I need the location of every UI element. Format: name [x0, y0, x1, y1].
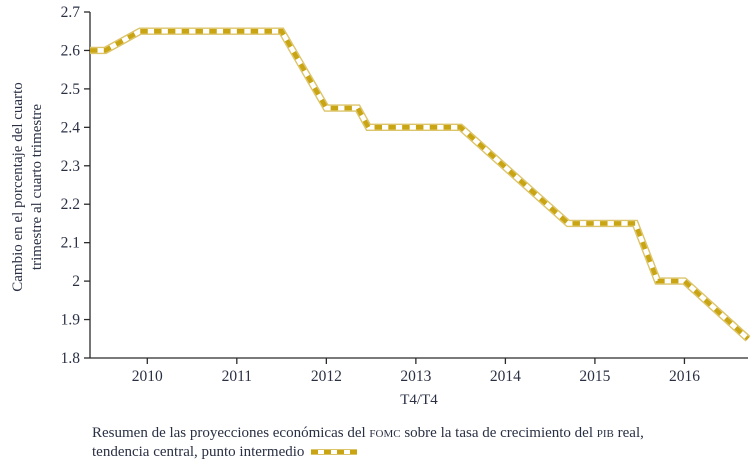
caption: Resumen de las proyecciones económicas d…: [92, 424, 747, 462]
y-tick-label: 2.1: [61, 235, 80, 252]
x-tick-label: 2014: [490, 368, 521, 385]
data-line-white-core: [90, 28, 750, 341]
y-axis-title: Cambio en el porcentaje del cuarto trime…: [9, 37, 47, 337]
x-tick-label: 2015: [579, 368, 610, 385]
y-tick-label: 2.2: [61, 196, 80, 213]
y-tick-label: 1.8: [61, 350, 81, 367]
legend-line-swatch: [311, 449, 358, 455]
x-tick-label: 2013: [400, 368, 431, 385]
x-tick-label: 2012: [311, 368, 342, 385]
data-line-gold-dashes: [90, 28, 750, 341]
caption-text-4: tendencia central, punto intermedio: [92, 444, 305, 460]
caption-text-3: real,: [613, 425, 644, 441]
caption-text-2: sobre la tasa de crecimiento del: [400, 425, 597, 441]
y-tick-label: 2: [72, 273, 80, 290]
caption-fomc-smallcaps: fomc: [369, 425, 401, 441]
caption-pib-smallcaps: pib: [596, 425, 614, 441]
x-axis-title: T4/T4: [400, 392, 438, 408]
y-tick-label: 2.3: [61, 158, 81, 175]
data-line-outer-band: [90, 27, 751, 342]
x-tick-label: 2010: [132, 368, 163, 385]
y-tick-label: 2.7: [61, 4, 81, 21]
y-tick-label: 1.9: [61, 312, 81, 329]
y-tick-label: 2.6: [61, 42, 81, 59]
y-tick-label: 2.4: [61, 119, 81, 136]
caption-line-1: Resumen de las proyecciones económicas d…: [92, 424, 747, 443]
y-tick-label: 2.5: [61, 81, 81, 98]
y-axis-title-line2: trimestre al cuarto trimestre: [29, 103, 45, 271]
y-axis-title-line1: Cambio en el porcentaje del cuarto: [10, 82, 26, 292]
chart-canvas: 2.7 2.6 2.5 2.4 2.3 2.2 2.1 2 1.9 1.8 2010 2011 2012…: [61, 4, 751, 385]
caption-line-2: tendencia central, punto intermedio: [92, 443, 747, 462]
caption-text-1: Resumen de las proyecciones económicas d…: [92, 425, 370, 441]
x-tick-label: 2011: [222, 368, 252, 385]
x-tick-label: 2016: [669, 368, 700, 385]
